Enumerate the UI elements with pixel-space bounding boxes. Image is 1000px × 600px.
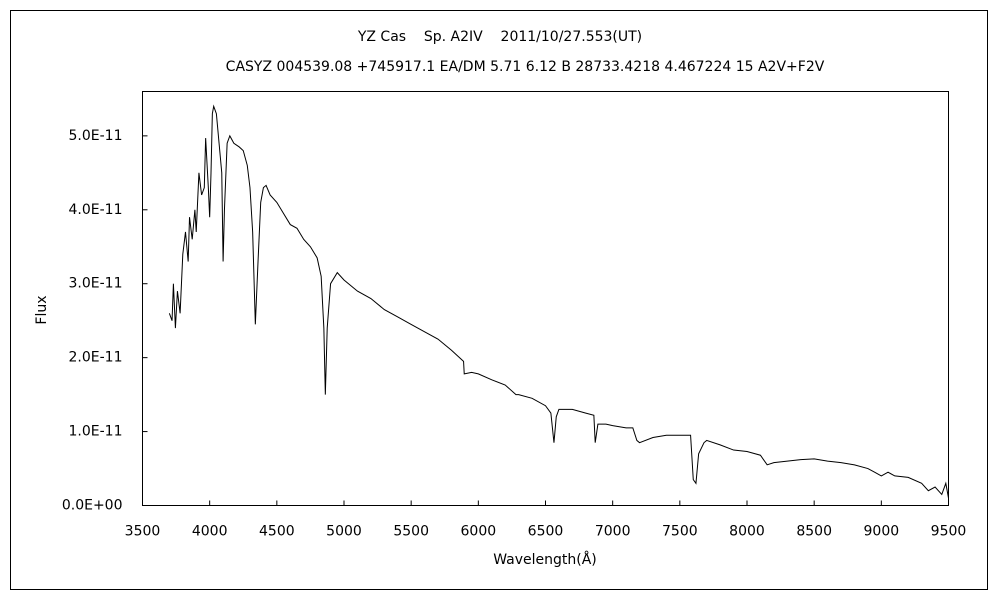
chart-subtitle: CASYZ 004539.08 +745917.1 EA/DM 5.71 6.1…	[226, 59, 825, 75]
y-tick-label: 5.0E-11	[69, 128, 123, 144]
spectrum-line	[168, 104, 949, 499]
x-tick-label: 4000	[192, 524, 228, 540]
y-tick-label: 4.0E-11	[69, 202, 123, 218]
y-tick-label: 2.0E-11	[69, 350, 123, 366]
plot-frame	[142, 91, 949, 506]
x-tick-label: 9000	[864, 524, 900, 540]
x-tick-label: 6000	[461, 524, 497, 540]
x-tick-label: 8000	[729, 524, 765, 540]
outer-frame	[10, 10, 988, 590]
x-tick-label: 5500	[393, 524, 429, 540]
y-tick-label: 3.0E-11	[69, 276, 123, 292]
x-tick-label: 5000	[326, 524, 362, 540]
x-axis-label: Wavelength(Å)	[493, 551, 597, 568]
x-tick-label: 3500	[125, 524, 161, 540]
x-tick-label: 9500	[931, 524, 967, 540]
x-tick-label: 8500	[796, 524, 832, 540]
x-tick-label: 7500	[662, 524, 698, 540]
x-tick-label: 6500	[528, 524, 564, 540]
y-tick-label: 1.0E-11	[69, 424, 123, 440]
x-tick-label: 7000	[595, 524, 631, 540]
chart-title: YZ Cas Sp. A2IV 2011/10/27.553(UT)	[357, 29, 642, 45]
y-tick-label: 0.0E+00	[62, 498, 123, 514]
x-tick-label: 4500	[259, 524, 295, 540]
y-axis-label: Flux	[34, 295, 50, 324]
